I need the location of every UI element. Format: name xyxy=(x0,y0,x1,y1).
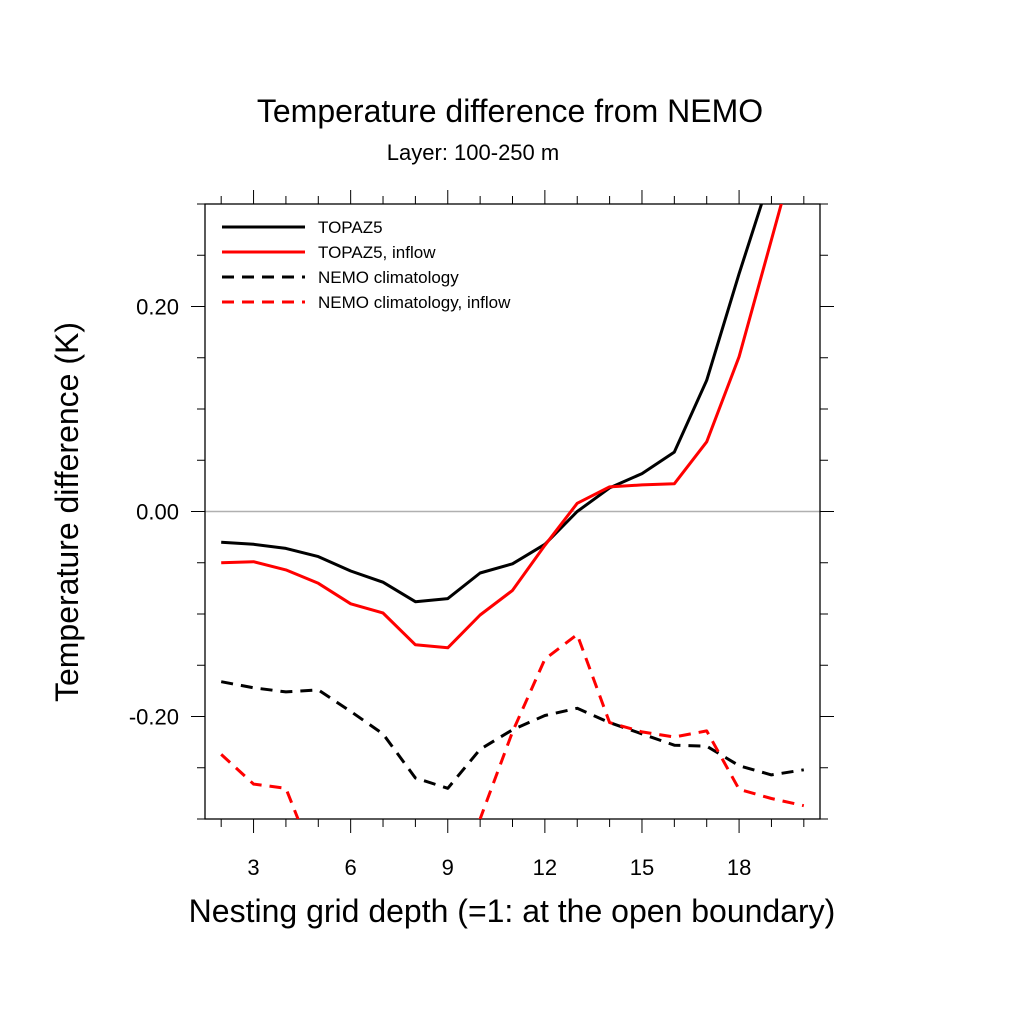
legend-label: TOPAZ5 xyxy=(318,218,383,237)
legend-label: TOPAZ5, inflow xyxy=(318,243,436,262)
legend-label: NEMO climatology, inflow xyxy=(318,293,511,312)
x-tick-label: 6 xyxy=(345,855,357,880)
x-tick-label: 12 xyxy=(533,855,557,880)
legend-label: NEMO climatology xyxy=(318,268,459,287)
x-tick-label: 9 xyxy=(442,855,454,880)
y-axis-label: Temperature difference (K) xyxy=(49,322,85,702)
x-axis-label: Nesting grid depth (=1: at the open boun… xyxy=(189,893,836,929)
chart-title: Temperature difference from NEMO xyxy=(257,93,763,129)
x-tick-label: 18 xyxy=(727,855,751,880)
y-tick-label: 0.20 xyxy=(136,295,179,320)
series-lines xyxy=(220,204,805,819)
legend: TOPAZ5 TOPAZ5, inflow NEMO climatology NEMO… xyxy=(222,218,511,312)
axes: 3 6 9 12 15 18 -0.20 0.00 0.20 xyxy=(129,190,834,880)
y-tick-label: 0.00 xyxy=(136,500,179,525)
y-tick-label: -0.20 xyxy=(129,705,179,730)
x-tick-label: 15 xyxy=(630,855,654,880)
series-line-topaz5-inflow xyxy=(221,204,783,650)
chart-subtitle: Layer: 100-250 m xyxy=(387,140,559,165)
x-tick-label: 3 xyxy=(247,855,259,880)
series-line-topaz5 xyxy=(221,204,764,604)
series-line-nemo-climatology-inflow xyxy=(220,633,805,819)
